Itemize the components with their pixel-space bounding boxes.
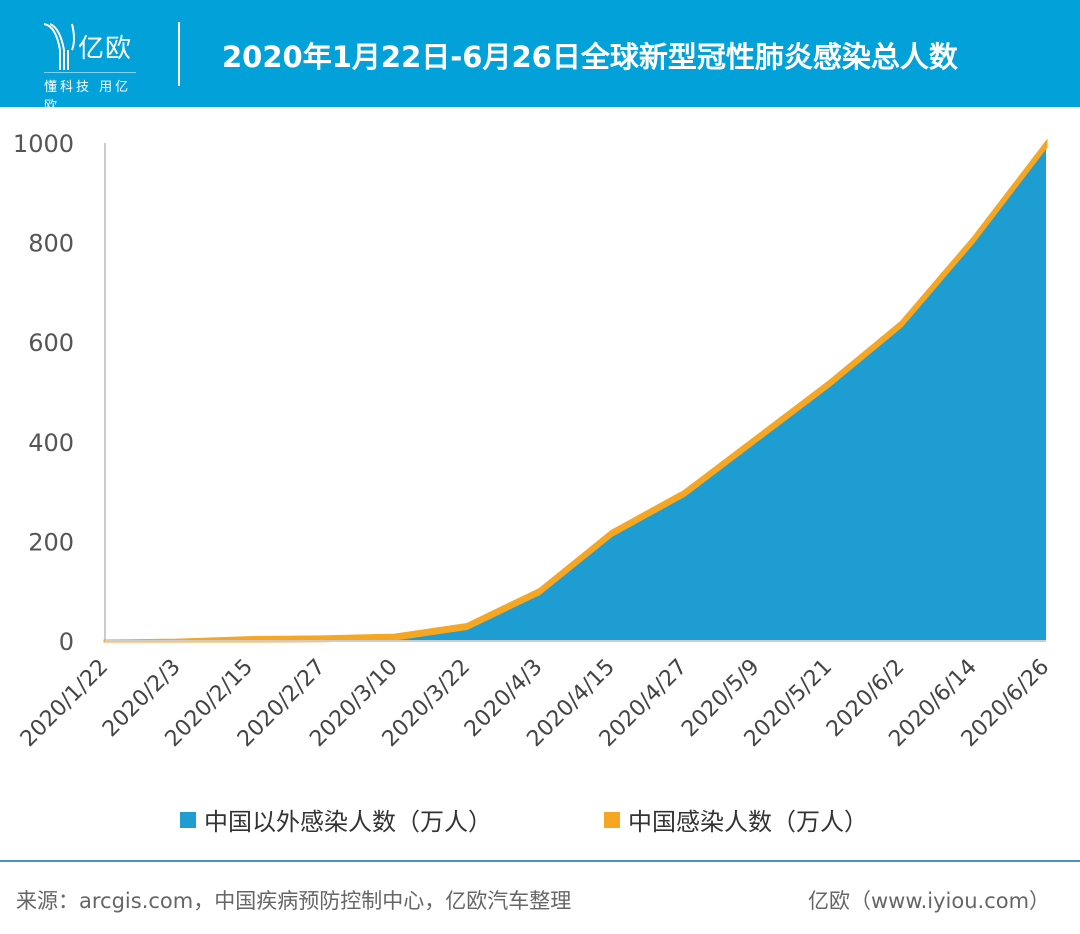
y-tick-label: 1000 xyxy=(13,130,74,158)
legend-outside-china: 中国以外感染人数（万人） xyxy=(180,802,492,837)
legend-label: 中国以外感染人数（万人） xyxy=(204,808,492,836)
area-chart: 020040060080010002020/1/222020/2/32020/2… xyxy=(13,130,1054,752)
y-tick-label: 400 xyxy=(28,429,74,457)
brand-name: 亿欧 xyxy=(78,34,133,64)
source-note: 来源：arcgis.com，中国疾病预防控制中心，亿欧汽车整理 xyxy=(16,889,572,913)
legend-swatch-orange xyxy=(604,811,620,828)
legend-label: 中国感染人数（万人） xyxy=(628,808,868,836)
y-tick-label: 0 xyxy=(59,628,74,656)
y-tick-label: 800 xyxy=(28,230,74,258)
area-outside-china xyxy=(105,146,1046,641)
footer-divider xyxy=(0,860,1080,862)
header: 亿欧 懂科技 用亿欧 2020年1月22日-6月26日全球新型冠性肺炎感染总人数 xyxy=(0,0,1080,114)
x-tick-label: 2020/1/22 xyxy=(16,655,113,752)
area-china xyxy=(103,138,1048,643)
brand-tagline: 懂科技 用亿欧 xyxy=(44,72,136,114)
y-tick-label: 600 xyxy=(28,329,74,357)
credit-note: 亿欧（www.iyiou.com） xyxy=(808,889,1051,913)
header-divider xyxy=(178,22,180,86)
legend-china: 中国感染人数（万人） xyxy=(604,802,868,837)
legend-swatch-blue xyxy=(180,811,196,828)
yiou-logo-icon xyxy=(43,23,75,70)
y-tick-label: 200 xyxy=(28,528,74,556)
chart-title: 2020年1月22日-6月26日全球新型冠性肺炎感染总人数 xyxy=(222,40,958,74)
